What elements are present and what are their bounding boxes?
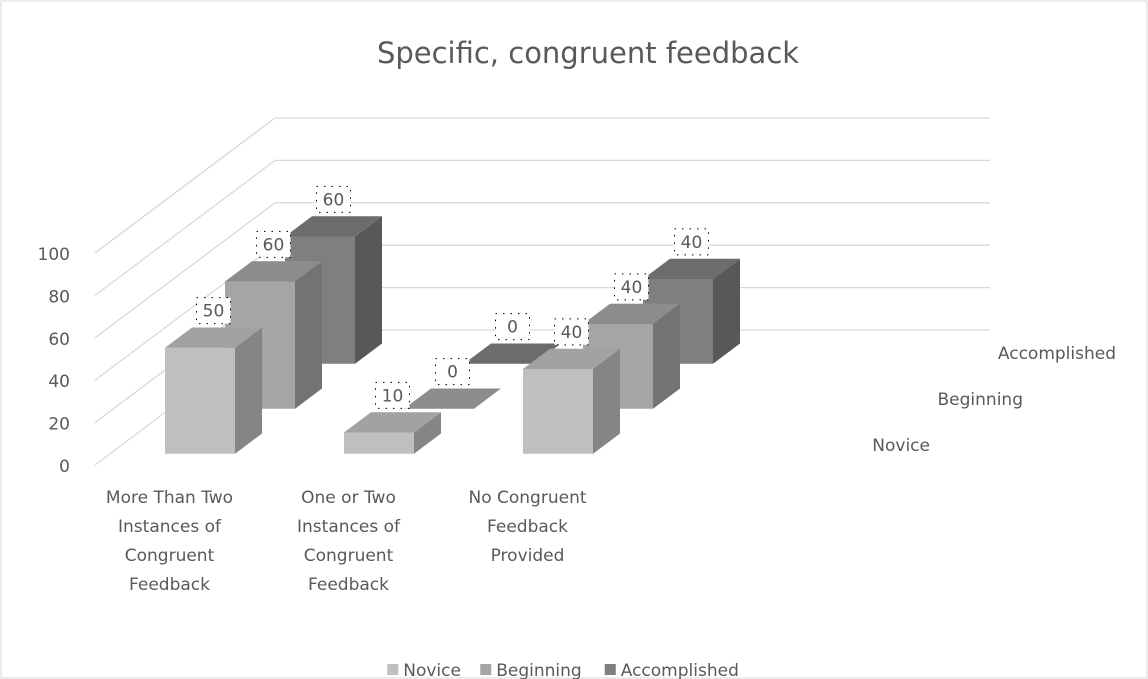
y-tick-label: 20: [48, 415, 70, 435]
data-label: 40: [681, 233, 703, 253]
x-tick-label: No Congruent Feedback Provided: [468, 488, 586, 566]
data-label: 40: [561, 323, 583, 343]
depth-label: Beginning: [938, 390, 1023, 410]
data-label: 60: [263, 235, 285, 255]
data-label: 50: [203, 302, 225, 322]
bar-top-shade: [165, 327, 262, 348]
bar-top: [285, 216, 382, 237]
bar-side: [235, 327, 262, 454]
y-tick-label: 100: [38, 245, 70, 265]
data-label: 40: [621, 278, 643, 298]
depth-label: Novice: [872, 436, 930, 456]
depth-label: Accomplished: [998, 344, 1116, 364]
data-label-box: [554, 318, 589, 346]
legend-label: Beginning: [496, 661, 581, 679]
bar-top-shade: [523, 348, 620, 369]
bar: [404, 388, 501, 409]
bar-side-shade: [295, 261, 322, 409]
x-tick-label: More Than Two Instances of Congruent Feedba…: [106, 488, 233, 595]
bar-front: [523, 368, 593, 454]
y-tick-label: 0: [59, 457, 70, 477]
bar: [344, 412, 441, 454]
legend-label: Accomplished: [621, 661, 739, 679]
bar-top-shade: [344, 412, 441, 433]
bar-side: [295, 261, 322, 409]
data-label: 0: [447, 363, 458, 383]
y-tick-label: 60: [48, 330, 70, 350]
grid-line: [94, 117, 990, 254]
data-label: 10: [382, 386, 404, 406]
bar-side: [414, 412, 441, 454]
data-label-box: [196, 297, 231, 325]
x-tick-label: One or Two Instances of Congruent Feedback: [297, 488, 401, 595]
bar-top: [225, 261, 322, 282]
bar-side-shade: [355, 216, 382, 364]
y-tick-label: 80: [48, 287, 70, 307]
data-label-box: [256, 230, 291, 258]
bar-side: [653, 303, 680, 409]
bar-top: [643, 258, 740, 279]
bar-front: [344, 432, 414, 454]
bar-side-shade: [414, 412, 441, 454]
bar-top: [404, 388, 501, 409]
legend-swatch: [480, 664, 492, 675]
bar-top: [165, 327, 262, 348]
data-label-box: [495, 313, 530, 341]
bar-side-shade: [235, 327, 262, 454]
bar-side-shade: [713, 258, 740, 364]
data-label-box: [614, 273, 649, 301]
data-label-box: [674, 228, 709, 256]
data-label-box: [435, 358, 470, 386]
legend-swatch: [387, 664, 399, 675]
bar-top-shade: [404, 388, 501, 409]
bar-top-shade: [225, 261, 322, 282]
data-label-box: [375, 381, 410, 409]
y-tick-label: 40: [48, 372, 70, 392]
data-label: 60: [323, 190, 345, 210]
bar-top: [344, 412, 441, 433]
data-label: 0: [507, 318, 518, 338]
bar-side: [593, 348, 620, 454]
bar: [523, 348, 620, 454]
bar-side-shade: [593, 348, 620, 454]
bar-top-shade: [583, 303, 680, 324]
bar-top-shade: [285, 216, 382, 237]
bar-side: [355, 216, 382, 364]
data-label-box: [316, 185, 351, 213]
grid-line: [94, 159, 990, 296]
bar: [225, 261, 322, 409]
bar-side: [713, 258, 740, 364]
chart-title: Specific, congruent feedback: [377, 36, 799, 70]
bar-top-shade: [643, 258, 740, 279]
bar: [165, 327, 262, 454]
legend-swatch: [604, 664, 616, 675]
bar-top: [583, 303, 680, 324]
bar-front: [165, 347, 235, 454]
legend-label: Novice: [403, 661, 461, 679]
bar-top: [523, 348, 620, 369]
bar-side-shade: [653, 303, 680, 409]
grid-line: [94, 202, 990, 339]
